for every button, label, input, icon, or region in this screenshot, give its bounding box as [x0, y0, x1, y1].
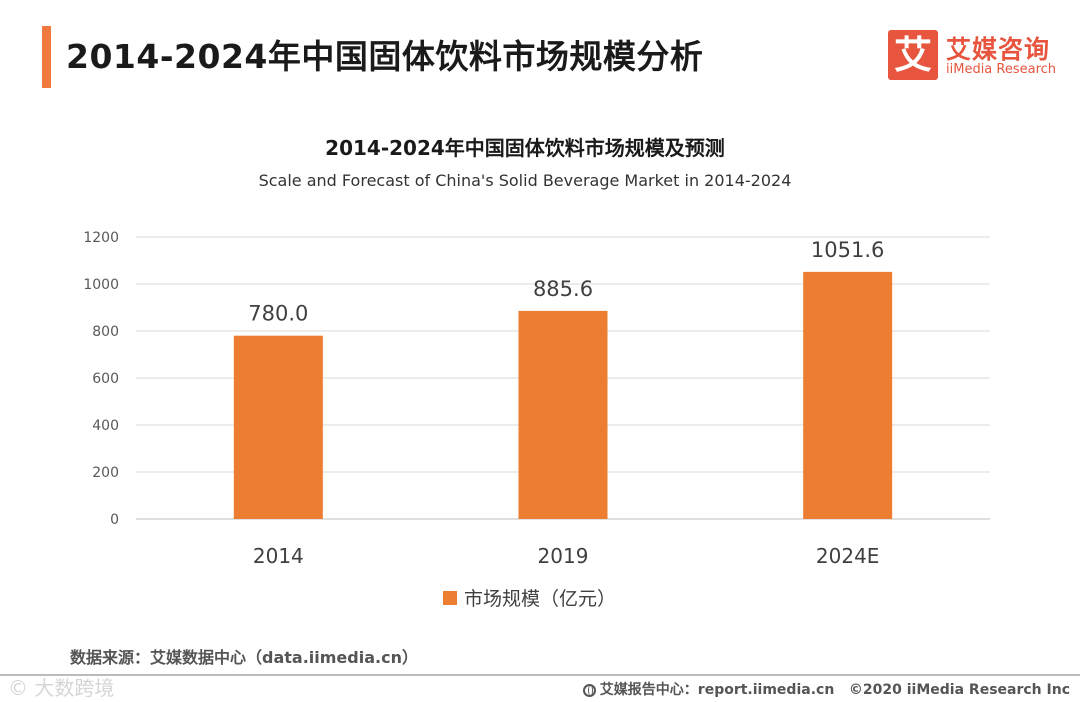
logo-name-cn: 艾媒咨询 [946, 35, 1051, 64]
bar-chart: 0 200 400 600 800 1000 1200 780.0 2014 885.6 2019 1… [83, 230, 990, 610]
x-tick-label: 2024E [816, 544, 880, 568]
bar [233, 335, 323, 519]
brand-logo: 艾 艾媒咨询 iiMedia Research [888, 30, 1068, 82]
y-tick-label: 1000 [83, 277, 119, 293]
footer-divider [0, 674, 1080, 676]
bar-value-label: 780.0 [248, 302, 308, 326]
copyright: ©2020 iiMedia Research Inc [848, 682, 1070, 698]
y-tick-label: 200 [92, 465, 119, 481]
logo-name-en: iiMedia Research [946, 62, 1057, 77]
logo-mark-icon: 艾 [888, 30, 938, 80]
x-tick-label: 2014 [253, 544, 304, 568]
y-tick-label: 0 [110, 512, 119, 528]
watermark: © 大数跨境 [8, 676, 115, 700]
chart-title: 2014-2024年中国固体饮料市场规模及预测 [325, 136, 725, 160]
bar-value-label: 1051.6 [811, 238, 884, 262]
y-tick-label: 400 [92, 418, 119, 434]
y-tick-label: 1200 [83, 230, 119, 246]
chart-subtitle: Scale and Forecast of China's Solid Beve… [258, 171, 792, 190]
y-tick-label: 600 [92, 371, 119, 387]
data-source: 数据来源：艾媒数据中心（data.iimedia.cn） [70, 648, 418, 667]
bar [518, 310, 608, 519]
legend-label: 市场规模（亿元） [464, 588, 616, 610]
bar-value-label: 885.6 [533, 277, 593, 301]
legend-swatch [443, 591, 457, 605]
report-center-link[interactable]: 艾媒报告中心：report.iimedia.cn [599, 682, 835, 698]
page-title: 2014-2024年中国固体饮料市场规模分析 [66, 37, 704, 76]
title-accent-bar [42, 26, 51, 88]
globe-icon [582, 684, 596, 697]
footer-info: 艾媒报告中心：report.iimedia.cn ©2020 iiMedia R… [582, 679, 1070, 699]
x-tick-label: 2019 [538, 544, 589, 568]
bar [803, 271, 893, 519]
y-tick-label: 800 [92, 324, 119, 340]
